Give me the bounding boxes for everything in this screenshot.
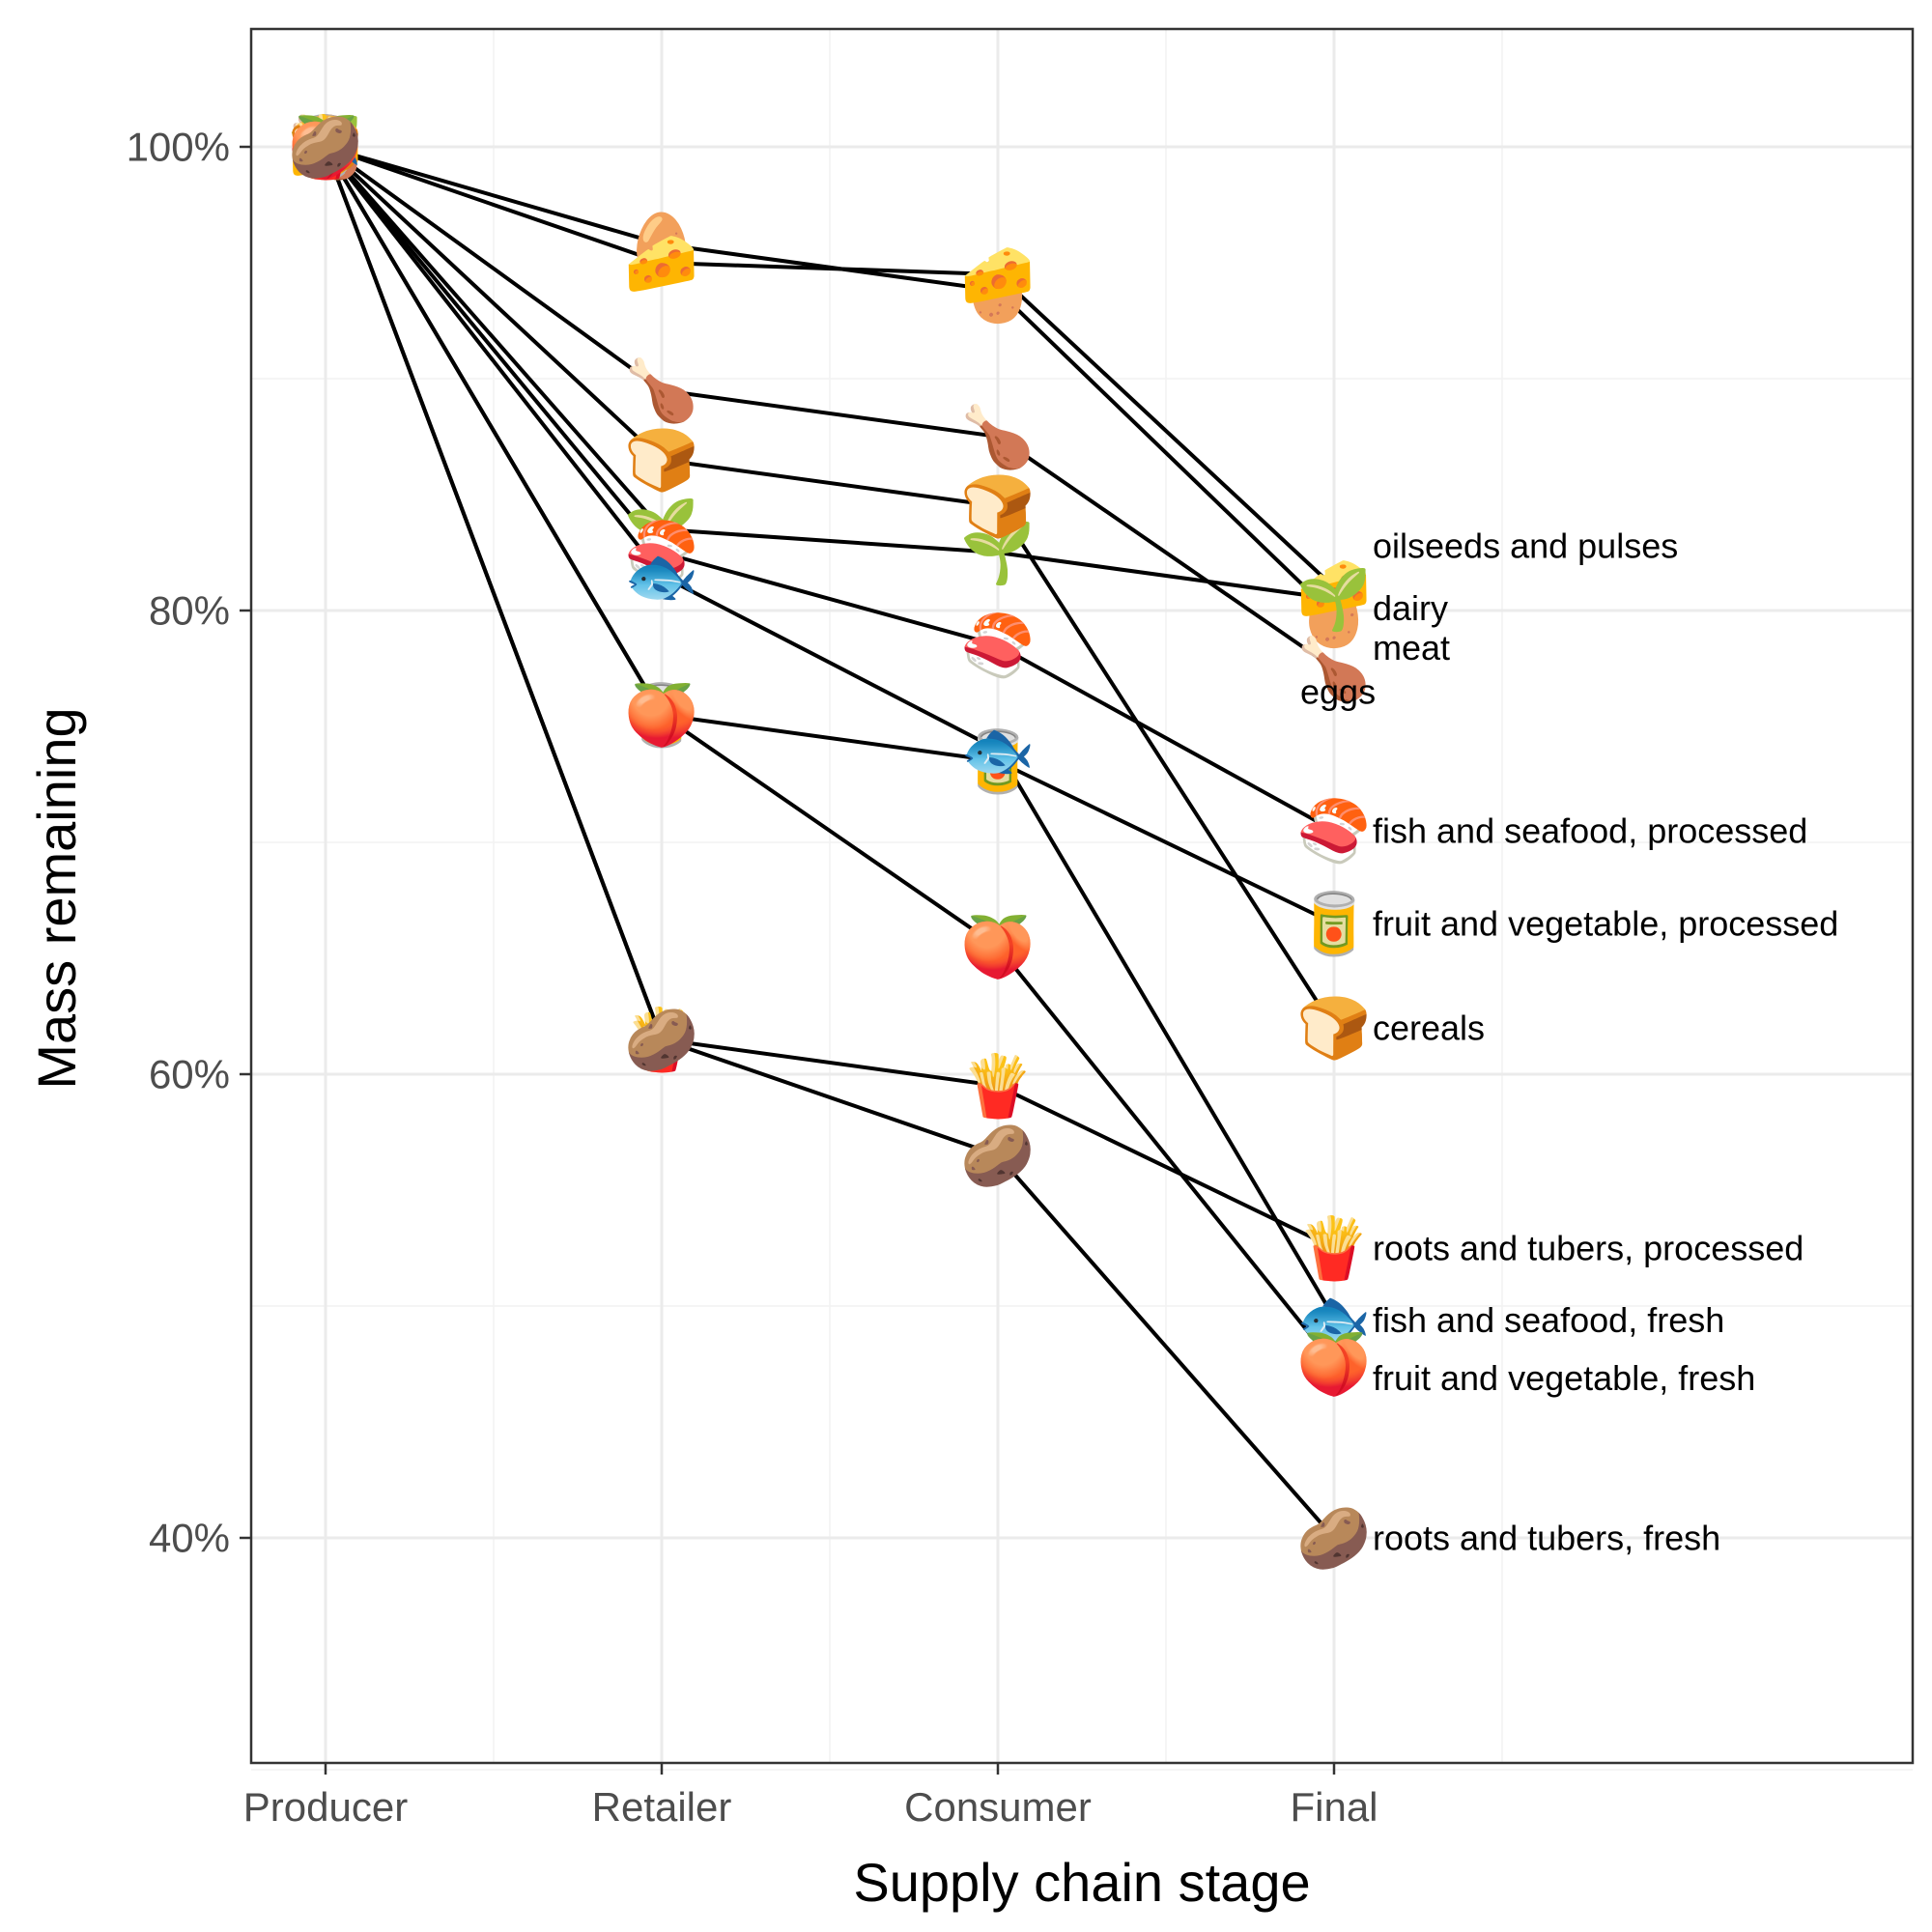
- series-icons: 🥚🥚🥚🥚🧀🧀 🧀🧀🌱🌱 🌱🌱🍗🍗🍗🍗🍣🍣🍣🍣🥫🥫🥫🥫🍞🍞🍞🍞🍟🍟🍟🍟🐟🐟🐟🐟🍑🍑🍑🍑…: [288, 111, 1371, 1574]
- y-axis-title: Mass remaining: [26, 707, 87, 1089]
- y-tick-label: 60%: [149, 1052, 230, 1097]
- series-label: meat: [1373, 628, 1450, 668]
- series-line-sushi: [324, 145, 1336, 833]
- series-line-fish: [324, 145, 1336, 1320]
- series-label: roots and tubers, processed: [1373, 1229, 1804, 1268]
- series-label: roots and tubers, fresh: [1373, 1519, 1720, 1558]
- peach-icon: 🍑: [960, 912, 1035, 982]
- x-tick-label: Retailer: [592, 1784, 732, 1830]
- canned-food-icon: 🥫: [624, 680, 698, 751]
- series-label: fish and seafood, processed: [1373, 811, 1807, 851]
- cheese-icon: 🧀: [960, 240, 1035, 310]
- seedling-icon: 🌱: [960, 518, 1035, 588]
- axes: 40% 60% 80% 100% Producer Retailer Consumer Fin…: [127, 125, 1378, 1831]
- series-line-bread: [324, 145, 1336, 1030]
- fries-icon: 🍟: [960, 1051, 1035, 1122]
- y-tick-label: 100%: [127, 125, 230, 170]
- bread-icon: 🍞: [288, 112, 362, 183]
- canned-food-icon: 🥫: [960, 726, 1035, 797]
- potato-icon: 🥔: [1296, 1503, 1371, 1574]
- bread-icon: 🍞: [624, 425, 698, 496]
- series-label: fish and seafood, fresh: [1373, 1300, 1724, 1340]
- x-tick-label: Consumer: [904, 1784, 1092, 1830]
- series-lines: [324, 145, 1336, 1540]
- grid-lines: [251, 29, 1913, 1771]
- peach-icon: 🍑: [1296, 1329, 1371, 1400]
- x-tick-label: Producer: [243, 1784, 408, 1830]
- canned-food-icon: 🥫: [288, 112, 362, 183]
- plot-panel-border: [249, 27, 1915, 1765]
- fish-icon: 🐟: [1296, 1283, 1371, 1353]
- seedling-icon: 🌱: [624, 495, 698, 565]
- series-line-seedling: [324, 145, 1336, 601]
- poultry-leg-icon: 🍗: [1296, 634, 1371, 704]
- series-line-potato: [324, 145, 1336, 1540]
- cheese-icon: 🧀: [624, 228, 698, 298]
- egg-icon: 🥚: [624, 209, 698, 279]
- series-label: cereals: [1373, 1009, 1485, 1048]
- fish-icon: 🐟: [288, 112, 362, 183]
- x-tick-label: Final: [1290, 1784, 1378, 1830]
- egg-icon: 🥚: [960, 255, 1035, 326]
- fish-icon: 🐟: [624, 541, 698, 611]
- series-labels: eggs dairy oilseeds and pulses meat fish and…: [1300, 526, 1838, 1557]
- series-label: fruit and vegetable, fresh: [1373, 1358, 1755, 1398]
- sushi-icon: 🍣: [1296, 795, 1371, 867]
- bread-icon: 🍞: [1296, 993, 1371, 1064]
- fries-icon: 🍟: [1296, 1213, 1371, 1284]
- series-line-poultry-leg: [324, 145, 1336, 670]
- y-tick-label: 40%: [149, 1516, 230, 1561]
- cheese-icon: 🧀: [1296, 553, 1371, 623]
- series-line-peach: [324, 145, 1336, 1366]
- poultry-leg-icon: 🍗: [288, 112, 362, 183]
- fries-icon: 🍟: [624, 1005, 698, 1075]
- sushi-icon: 🍣: [624, 517, 698, 588]
- cheese-icon: 🧀: [288, 112, 362, 183]
- potato-icon: 🥔: [960, 1121, 1035, 1191]
- series-label: eggs: [1300, 672, 1376, 712]
- seedling-icon: 🌱: [288, 112, 362, 183]
- potato-icon: 🥔: [288, 112, 362, 183]
- peach-icon: 🍑: [288, 112, 362, 183]
- series-label: oilseeds and pulses: [1373, 526, 1678, 565]
- y-tick-label: 80%: [149, 588, 230, 634]
- series-line-cheese: [324, 145, 1336, 589]
- canned-food-icon: 🥫: [1296, 889, 1371, 959]
- x-axis-title: Supply chain stage: [853, 1852, 1310, 1913]
- plot-panel-background: [251, 29, 1913, 1763]
- series-label: dairy: [1373, 588, 1448, 628]
- bread-icon: 🍞: [960, 471, 1035, 542]
- series-label: fruit and vegetable, processed: [1373, 904, 1838, 944]
- potato-icon: 🥔: [624, 1005, 698, 1075]
- egg-icon: 🥚: [1296, 580, 1371, 650]
- sushi-icon: 🍣: [960, 610, 1035, 681]
- fries-icon: 🍟: [288, 112, 362, 183]
- seedling-icon: 🌱: [1296, 564, 1371, 635]
- poultry-leg-icon: 🍗: [624, 355, 698, 426]
- poultry-leg-icon: 🍗: [960, 402, 1035, 472]
- egg-icon: 🥚: [288, 112, 362, 183]
- peach-icon: 🍑: [624, 680, 698, 751]
- fish-icon: 🐟: [960, 715, 1035, 785]
- sushi-icon: 🍣: [288, 111, 362, 183]
